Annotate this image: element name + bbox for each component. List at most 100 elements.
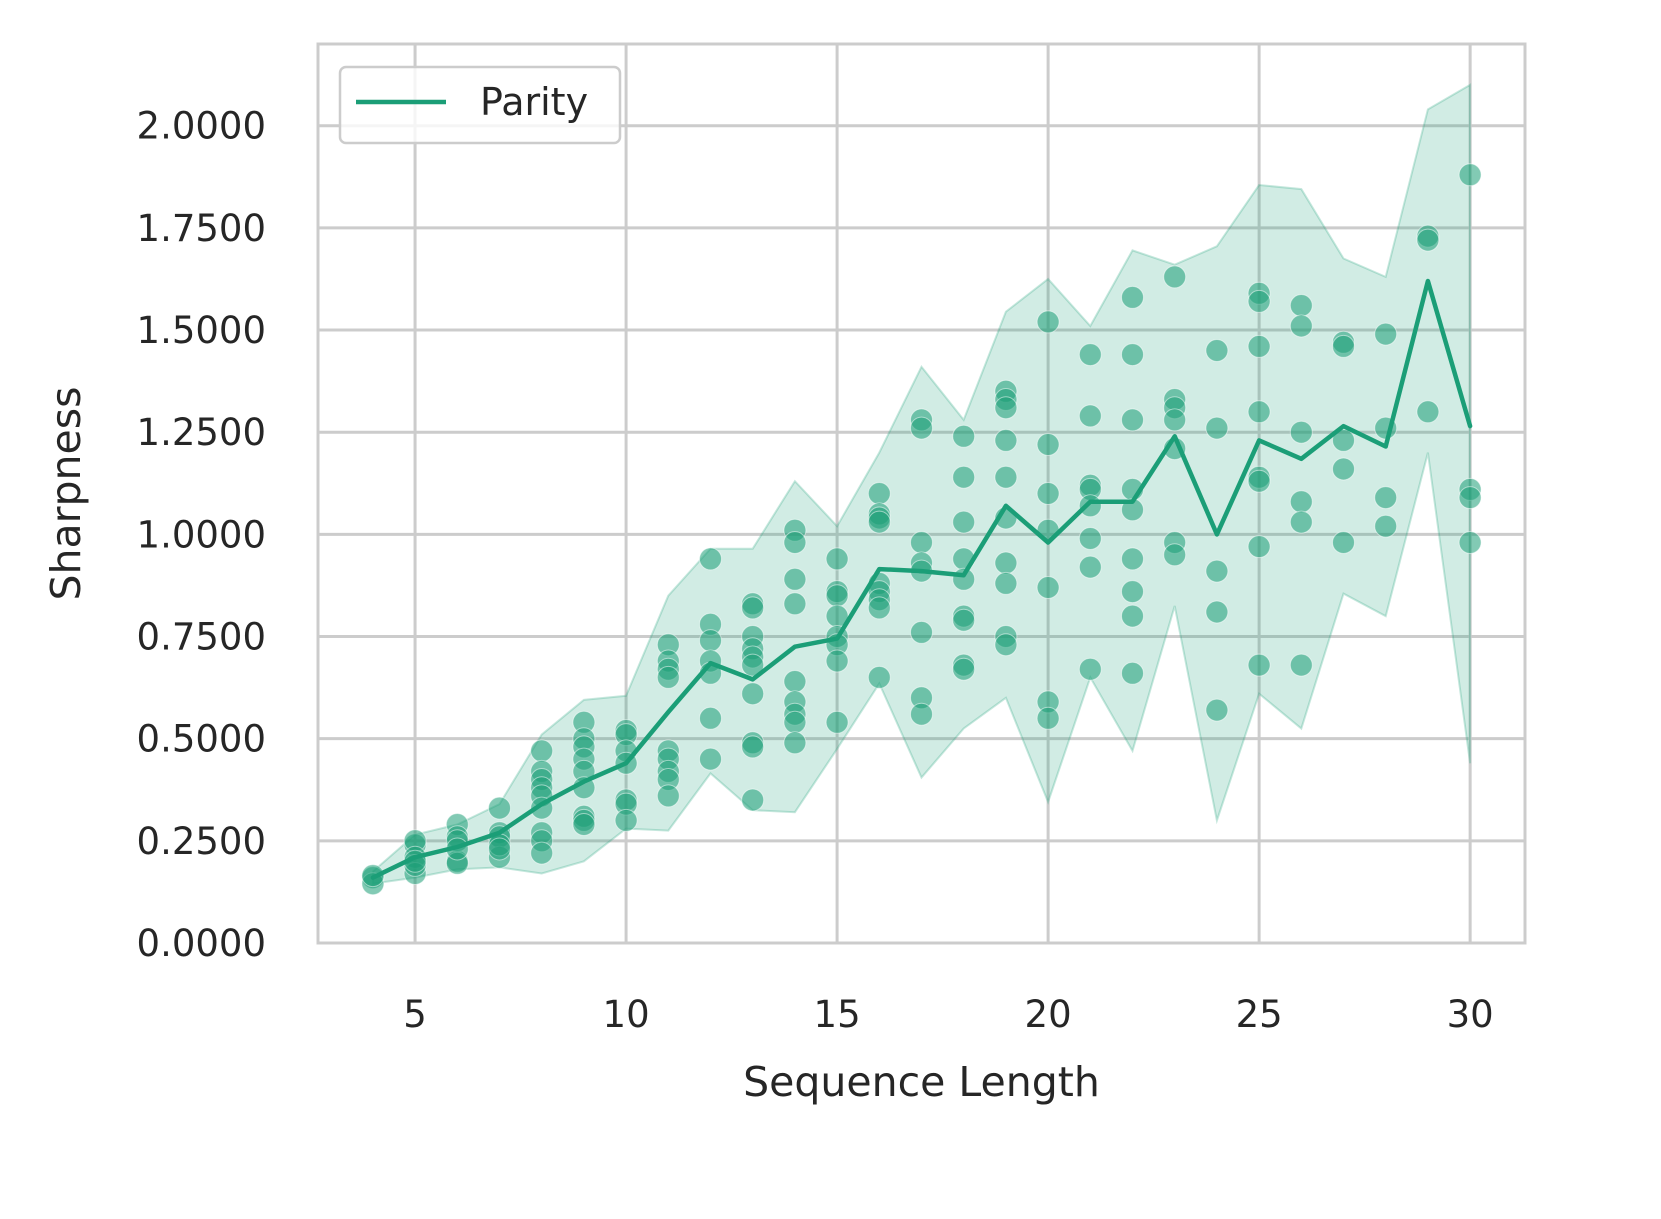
data-point xyxy=(910,702,933,726)
x-tick-label: 20 xyxy=(1025,993,1072,1036)
data-point xyxy=(1036,433,1060,456)
data-point xyxy=(825,547,849,571)
data-point xyxy=(572,813,596,836)
data-point xyxy=(1205,416,1229,440)
scatter-points xyxy=(361,163,1482,896)
data-point xyxy=(994,571,1018,595)
data-point xyxy=(614,808,638,832)
y-tick-label: 1.2500 xyxy=(137,411,266,454)
data-point xyxy=(1078,343,1102,367)
data-point xyxy=(1247,289,1271,313)
data-point xyxy=(1374,322,1398,346)
data-point xyxy=(1163,543,1187,567)
x-tick-label: 30 xyxy=(1447,993,1494,1036)
y-tick-label: 0.2500 xyxy=(137,820,266,863)
data-point xyxy=(825,710,849,734)
data-point xyxy=(1289,314,1313,338)
x-tick-label: 10 xyxy=(603,993,650,1036)
data-point xyxy=(952,465,976,489)
data-point xyxy=(1289,294,1313,317)
data-point xyxy=(1416,228,1440,252)
x-tick-label: 25 xyxy=(1236,993,1283,1036)
data-point xyxy=(1332,457,1355,481)
data-point xyxy=(1036,576,1060,599)
confidence-band-area xyxy=(371,83,1472,885)
data-point xyxy=(1078,494,1102,518)
data-point xyxy=(1247,334,1271,358)
data-point xyxy=(1374,514,1398,538)
data-point xyxy=(910,416,933,440)
data-point xyxy=(699,706,722,730)
data-point xyxy=(825,649,849,673)
data-point xyxy=(699,629,722,653)
data-point xyxy=(1121,547,1144,571)
y-tick-labels: 0.0000 0.2500 0.5000 0.7500 1.0000 1.2500 1.50… xyxy=(137,105,266,965)
data-point xyxy=(1247,535,1271,559)
data-point xyxy=(1121,343,1144,367)
x-tick-labels: 5 10 15 20 25 30 xyxy=(403,993,1493,1036)
data-point xyxy=(741,788,765,812)
data-point xyxy=(994,633,1018,657)
data-point xyxy=(1121,661,1144,685)
confidence-band xyxy=(371,83,1472,885)
x-axis-label: Sequence Length xyxy=(743,1058,1100,1106)
data-point xyxy=(1078,527,1102,550)
y-tick-label: 0.7500 xyxy=(137,616,266,659)
data-point xyxy=(910,531,933,554)
data-point xyxy=(741,735,765,759)
data-point xyxy=(1163,265,1187,289)
data-point xyxy=(1289,490,1313,514)
data-point xyxy=(1121,580,1144,604)
data-point xyxy=(1416,400,1440,424)
data-point xyxy=(530,841,554,865)
plot-frame xyxy=(316,42,1527,945)
data-point xyxy=(1121,604,1144,628)
data-point xyxy=(656,665,680,689)
data-point xyxy=(1205,559,1229,583)
data-point xyxy=(952,657,976,681)
data-point xyxy=(1121,285,1144,309)
data-point xyxy=(783,531,807,554)
data-point xyxy=(1036,310,1060,334)
data-point xyxy=(867,510,891,534)
y-tick-label: 0.5000 xyxy=(137,718,266,761)
data-point xyxy=(699,747,722,771)
data-point xyxy=(741,596,765,620)
data-point xyxy=(1078,555,1102,579)
y-tick-label: 1.0000 xyxy=(137,513,266,556)
data-point xyxy=(952,510,976,534)
series-lines xyxy=(370,278,1473,880)
data-point xyxy=(488,796,511,820)
data-point xyxy=(1332,531,1355,554)
data-point xyxy=(1289,653,1313,677)
data-point xyxy=(1332,334,1355,358)
legend-label-parity: Parity xyxy=(480,80,588,124)
data-point xyxy=(1205,600,1229,624)
data-point xyxy=(1247,400,1271,424)
y-tick-label: 1.7500 xyxy=(137,207,266,250)
data-point xyxy=(1458,531,1482,554)
x-tick-label: 15 xyxy=(814,993,861,1036)
data-point xyxy=(867,596,891,620)
y-tick-label: 2.0000 xyxy=(137,105,266,148)
data-point xyxy=(656,784,680,808)
data-point xyxy=(1247,653,1271,677)
y-axis-label: Sharpness xyxy=(42,387,90,601)
data-point xyxy=(783,567,807,591)
data-point xyxy=(1121,408,1144,432)
data-point xyxy=(1289,420,1313,444)
data-point xyxy=(1078,404,1102,428)
series-line-parity xyxy=(370,278,1473,880)
data-point xyxy=(1289,510,1313,534)
data-point xyxy=(825,584,849,608)
legend: Parity xyxy=(338,65,622,145)
data-point xyxy=(699,547,722,571)
data-point xyxy=(1036,706,1060,730)
data-point xyxy=(1205,339,1229,362)
data-point xyxy=(488,837,511,861)
data-point xyxy=(530,739,554,763)
data-point xyxy=(994,465,1018,489)
y-tick-label: 1.5000 xyxy=(137,309,266,352)
data-point xyxy=(1374,486,1398,510)
data-point xyxy=(952,608,976,632)
